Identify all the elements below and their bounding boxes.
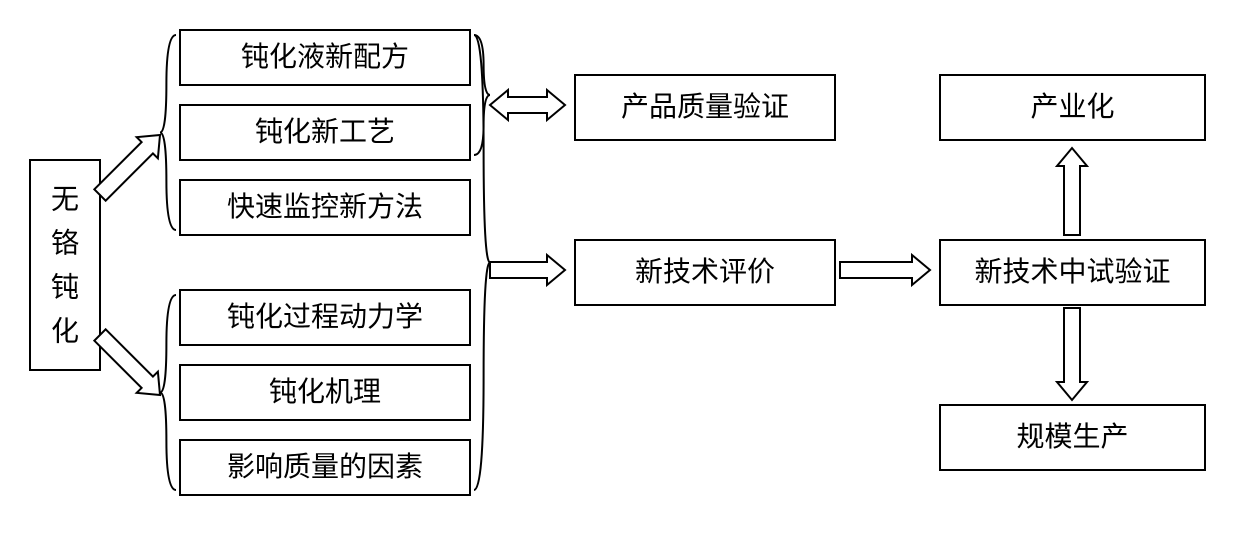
svg-text:钝: 钝 — [51, 272, 79, 304]
brace-bot-left — [160, 295, 176, 490]
arrow-col2-eval — [490, 255, 565, 285]
arrow-root-top — [89, 124, 170, 205]
col4-label-0: 产业化 — [1030, 91, 1114, 123]
arrow-pilot-scale — [1057, 308, 1087, 400]
svg-text:无: 无 — [51, 185, 79, 216]
col3-label-0: 产品质量验证 — [621, 91, 789, 123]
arrow-eval-pilot — [840, 255, 930, 285]
col2-label-0: 钝化液新配方 — [241, 41, 409, 73]
col2-label-5: 影响质量的因素 — [227, 451, 423, 483]
svg-text:化: 化 — [51, 316, 79, 348]
col4-label-1: 新技术中试验证 — [974, 256, 1170, 288]
svg-text:铬: 铬 — [51, 228, 79, 260]
brace-all-right — [474, 35, 490, 490]
col2-label-1: 钝化新工艺 — [255, 116, 395, 148]
col2-label-4: 钝化机理 — [269, 376, 381, 408]
col2-label-3: 钝化过程动力学 — [227, 301, 423, 333]
arrow-col2-qual — [490, 90, 565, 120]
brace-top-left — [160, 35, 176, 230]
arrow-pilot-ind — [1057, 148, 1087, 235]
col4-label-2: 规模生产 — [1016, 421, 1128, 453]
col3-label-1: 新技术评价 — [635, 256, 775, 288]
arrow-root-bot — [89, 324, 170, 405]
col2-label-2: 快速监控新方法 — [227, 191, 423, 223]
